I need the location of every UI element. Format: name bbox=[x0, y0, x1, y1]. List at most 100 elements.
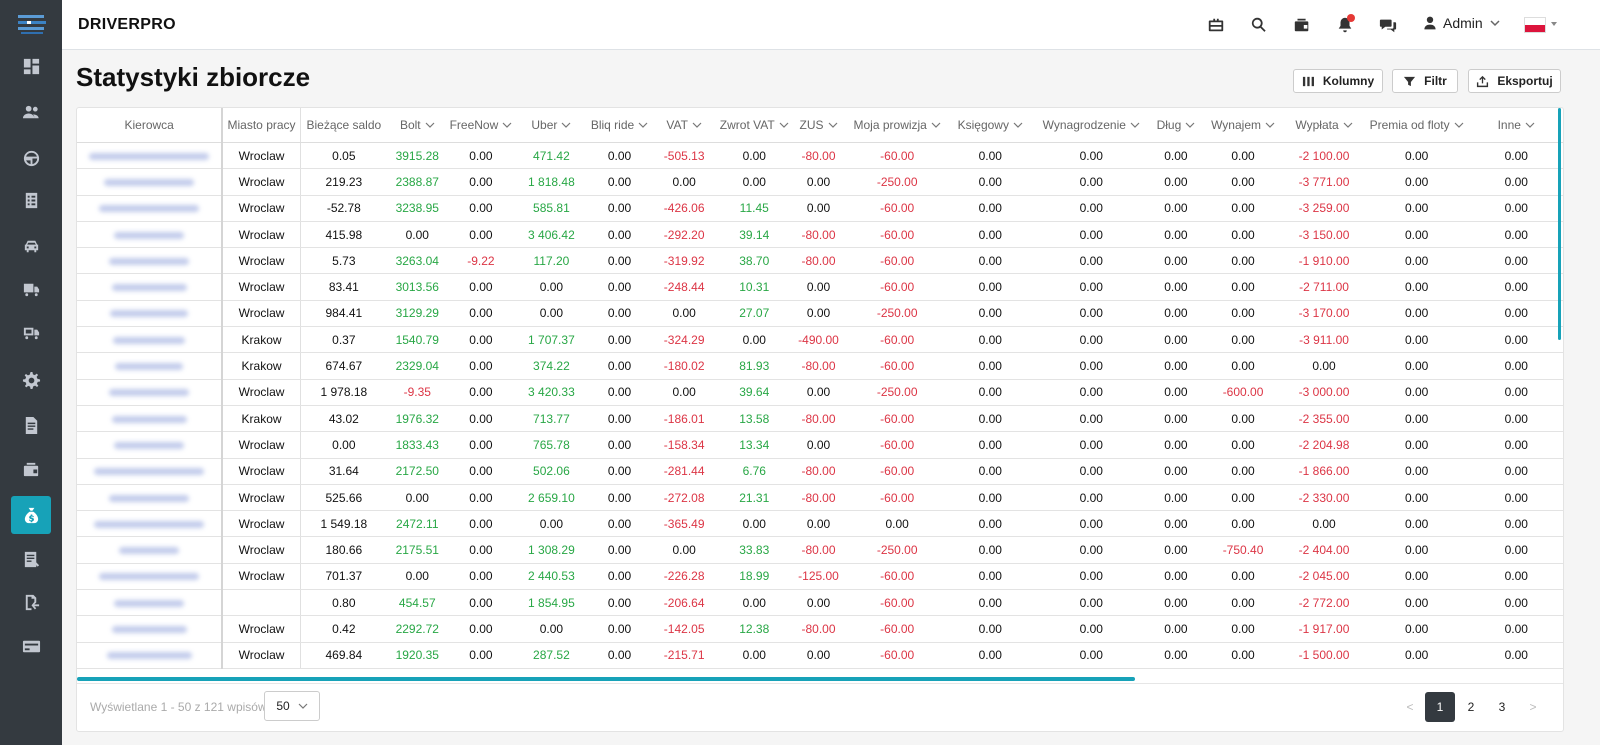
column-header[interactable]: Moja prowizja bbox=[846, 108, 949, 143]
column-header[interactable]: Wynagrodzenie bbox=[1032, 108, 1151, 143]
sidebar-item-document[interactable] bbox=[11, 406, 51, 444]
table-cell: 0.00 bbox=[1032, 405, 1151, 433]
pagination-next[interactable]: > bbox=[1529, 700, 1537, 714]
sidebar-item-transfer[interactable] bbox=[11, 583, 51, 621]
table-cell: 0.00 bbox=[1150, 536, 1202, 564]
sidebar-item-checklist[interactable] bbox=[11, 181, 51, 219]
sort-chevron-icon[interactable] bbox=[561, 122, 571, 129]
column-header[interactable]: Wynajem bbox=[1201, 108, 1285, 143]
column-header[interactable]: Bolt bbox=[386, 108, 448, 143]
column-header-label: Bolt bbox=[399, 118, 421, 132]
table-row[interactable]: Wroclaw 469.84 1920.35 0.00 287.52 0.00 -215.7… bbox=[77, 642, 1563, 669]
table-cell: 0.00 bbox=[948, 142, 1033, 170]
column-header[interactable]: Premia od floty bbox=[1363, 108, 1470, 143]
table-row[interactable]: Wroclaw -52.78 3238.95 0.00 585.81 0.00 -426.0… bbox=[77, 195, 1563, 222]
sort-chevron-icon[interactable] bbox=[931, 122, 941, 129]
table-cell: 0.00 bbox=[588, 142, 651, 170]
table-cell: -60.00 bbox=[846, 195, 949, 222]
pagination-prev[interactable]: < bbox=[1406, 700, 1414, 714]
column-header[interactable]: Zwrot VAT bbox=[717, 108, 791, 143]
table-row[interactable]: Wroclaw 0.05 3915.28 0.00 471.42 0.00 -505.13 0… bbox=[77, 142, 1563, 170]
table-row[interactable]: Wroclaw 83.41 3013.56 0.00 0.00 0.00 -248.44 10… bbox=[77, 273, 1563, 301]
sidebar-item-steering-wheel[interactable] bbox=[11, 139, 51, 177]
table-cell: 0.00 bbox=[1032, 431, 1151, 459]
brand-name[interactable]: DRIVERPRO bbox=[78, 16, 176, 33]
sort-chevron-icon[interactable] bbox=[1130, 122, 1140, 129]
table-cell: 0.00 bbox=[447, 352, 515, 380]
table-cell: 0.00 bbox=[1363, 510, 1470, 538]
wallet-swap-icon[interactable] bbox=[1291, 14, 1313, 36]
filter-button[interactable]: Filtr bbox=[1392, 69, 1458, 93]
chat-icon[interactable] bbox=[1377, 14, 1399, 36]
driver-name-cell bbox=[77, 273, 224, 301]
columns-button[interactable]: Kolumny bbox=[1293, 69, 1383, 93]
column-header[interactable]: Księgowy bbox=[948, 108, 1033, 143]
table-row[interactable]: Wroclaw 180.66 2175.51 0.00 1 308.29 0.00 0.00… bbox=[77, 536, 1563, 564]
column-header[interactable]: Uber bbox=[514, 108, 589, 143]
sort-chevron-icon[interactable] bbox=[1013, 122, 1023, 129]
table-row[interactable]: Wroclaw 701.37 0.00 0.00 2 440.53 0.00 -226.28… bbox=[77, 563, 1563, 591]
table-row[interactable]: Wroclaw 5.73 3263.04 -9.22 117.20 0.00 -319.92… bbox=[77, 247, 1563, 275]
sort-chevron-icon[interactable] bbox=[1343, 122, 1353, 129]
export-button[interactable]: Eksportuj bbox=[1468, 69, 1561, 93]
table-row[interactable]: Wroclaw 415.98 0.00 0.00 3 406.42 0.00 -292.20… bbox=[77, 221, 1563, 249]
sort-chevron-icon[interactable] bbox=[692, 122, 702, 129]
sort-chevron-icon[interactable] bbox=[1525, 122, 1535, 129]
table-row[interactable]: Krakow 674.67 2329.04 0.00 374.22 0.00 -180.02… bbox=[77, 352, 1563, 380]
sidebar-item-invoice[interactable] bbox=[11, 540, 51, 578]
column-header[interactable]: Wypłata bbox=[1284, 108, 1364, 143]
table-cell: 674.67 bbox=[300, 352, 387, 380]
app-logo-icon[interactable] bbox=[17, 12, 47, 36]
table-row[interactable]: 0.80 454.57 0.00 1 854.95 0.00 -206.64 0.00 0.0… bbox=[77, 589, 1563, 617]
horizontal-scrollbar[interactable] bbox=[77, 677, 1135, 681]
pagination-page[interactable]: 2 bbox=[1467, 700, 1475, 714]
column-header[interactable]: ZUS bbox=[790, 108, 847, 143]
table-cell: 0.00 bbox=[514, 615, 589, 643]
briefcase-icon[interactable] bbox=[1205, 14, 1227, 36]
sidebar-item-dashboard[interactable] bbox=[11, 47, 51, 85]
sidebar-item-credit-card[interactable] bbox=[11, 627, 51, 665]
table-row[interactable]: Wroclaw 984.41 3129.29 0.00 0.00 0.00 0.00 27.0… bbox=[77, 300, 1563, 328]
language-caret-icon[interactable] bbox=[1551, 22, 1557, 26]
sort-chevron-icon[interactable] bbox=[1265, 122, 1275, 129]
table-scroll-area[interactable]: Kierowca Miasto pracy Bieżące saldo Bolt Fre… bbox=[77, 108, 1563, 676]
table-row[interactable]: Wroclaw 31.64 2172.50 0.00 502.06 0.00 -281.44… bbox=[77, 458, 1563, 485]
column-header[interactable]: VAT bbox=[650, 108, 718, 143]
notifications-bell-icon[interactable] bbox=[1334, 14, 1356, 36]
table-row[interactable]: Krakow 43.02 1976.32 0.00 713.77 0.00 -186.01 1… bbox=[77, 405, 1563, 433]
column-header[interactable]: Bliq ride bbox=[588, 108, 651, 143]
language-flag-pl[interactable] bbox=[1524, 17, 1546, 33]
table-cell: -60.00 bbox=[846, 589, 949, 617]
table-row[interactable]: Wroclaw 219.23 2388.87 0.00 1 818.48 0.00 0.00… bbox=[77, 168, 1563, 196]
sidebar-item-car[interactable] bbox=[11, 227, 51, 265]
vertical-scrollbar[interactable] bbox=[1558, 108, 1561, 340]
sort-chevron-icon[interactable] bbox=[828, 122, 838, 129]
table-row[interactable]: Krakow 0.37 1540.79 0.00 1 707.37 0.00 -324.29… bbox=[77, 326, 1563, 354]
table-row[interactable]: Wroclaw 1 549.18 2472.11 0.00 0.00 0.00 -365.4… bbox=[77, 510, 1563, 538]
sort-chevron-icon[interactable] bbox=[502, 122, 512, 129]
pagination-page[interactable]: 1 bbox=[1425, 692, 1455, 722]
column-header[interactable]: Dług bbox=[1150, 108, 1202, 143]
sort-chevron-icon[interactable] bbox=[1454, 122, 1464, 129]
sidebar-item-truck[interactable] bbox=[11, 270, 51, 308]
table-row[interactable]: Wroclaw 0.00 1833.43 0.00 765.78 0.00 -158.34 1… bbox=[77, 431, 1563, 459]
table-row[interactable]: Wroclaw 0.42 2292.72 0.00 0.00 0.00 -142.05 12.… bbox=[77, 615, 1563, 643]
table-cell: -272.08 bbox=[650, 484, 718, 512]
sort-chevron-icon[interactable] bbox=[1185, 122, 1195, 129]
column-header[interactable]: Inne bbox=[1469, 108, 1563, 143]
table-row[interactable]: Wroclaw 1 978.18 -9.35 0.00 3 420.33 0.00 0.00… bbox=[77, 379, 1563, 406]
sidebar-item-settings-cog[interactable] bbox=[11, 361, 51, 399]
table-row[interactable]: Wroclaw 525.66 0.00 0.00 2 659.10 0.00 -272.08… bbox=[77, 484, 1563, 512]
user-menu[interactable]: Admin bbox=[1422, 15, 1506, 31]
sort-chevron-icon[interactable] bbox=[425, 122, 435, 129]
sidebar-item-wallet[interactable] bbox=[11, 450, 51, 488]
sort-chevron-icon[interactable] bbox=[638, 122, 648, 129]
column-header[interactable]: FreeNow bbox=[447, 108, 515, 143]
page-size-select[interactable]: 50 bbox=[264, 691, 320, 721]
sort-chevron-icon[interactable] bbox=[779, 122, 789, 129]
search-icon[interactable] bbox=[1248, 14, 1270, 36]
pagination-page[interactable]: 3 bbox=[1498, 700, 1506, 714]
sidebar-item-truck-alt[interactable] bbox=[11, 313, 51, 351]
sidebar-item-users[interactable] bbox=[11, 93, 51, 131]
sidebar-item-money-bag[interactable] bbox=[11, 496, 51, 534]
